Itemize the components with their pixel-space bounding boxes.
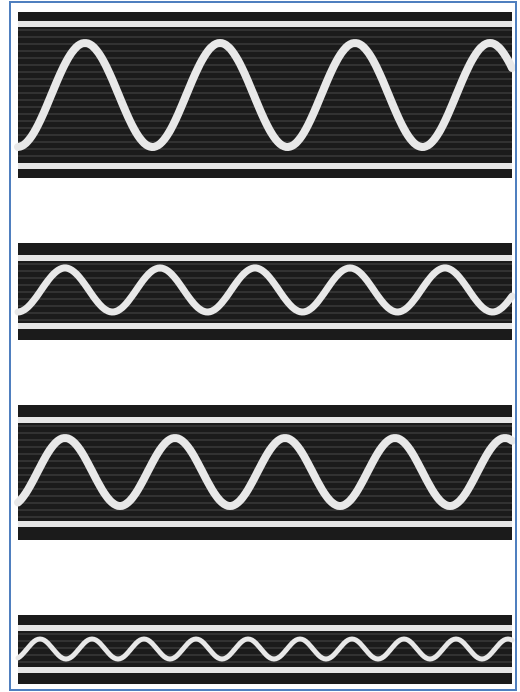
flute-profiles-image — [0, 0, 520, 692]
page: (() => { const svg = document.getElement… — [0, 0, 520, 692]
